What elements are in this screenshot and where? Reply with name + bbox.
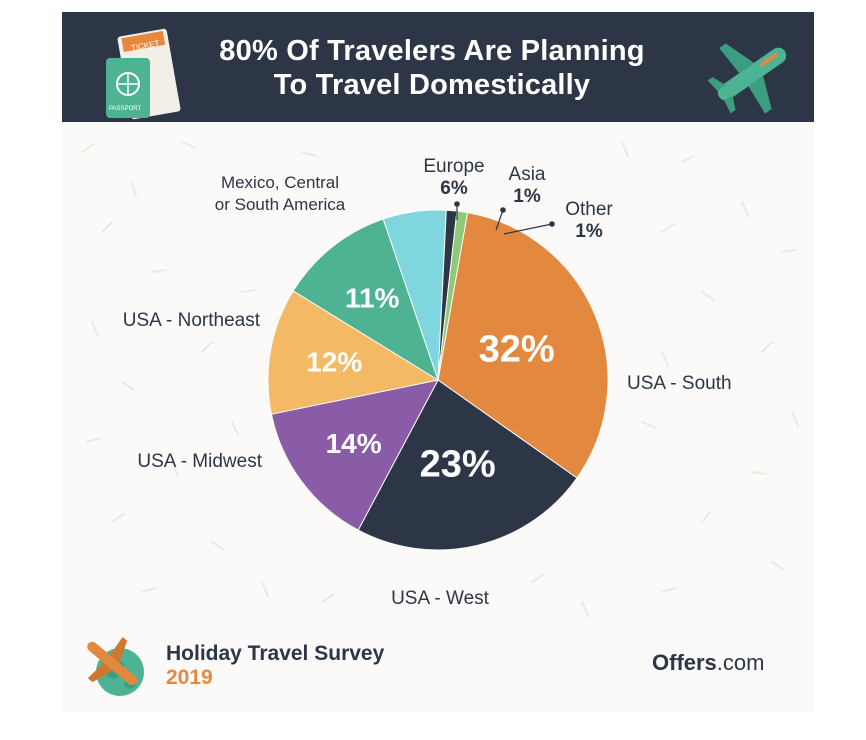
- title-line-2: To Travel Domestically: [273, 69, 591, 101]
- header-banner: TICKET PASSPORT 80% Of Travelers Are Pla…: [62, 12, 814, 122]
- background-pattern: [81, 141, 799, 617]
- label-other-pct: 1%: [575, 221, 603, 242]
- outside-labels: USA - South USA - West USA - Midwest USA…: [123, 156, 732, 609]
- label-europe-pct: 6%: [440, 178, 468, 199]
- pie-slice-mexico-central-or-south-america: [292, 218, 439, 382]
- leader-dot-europe: [454, 201, 460, 207]
- leader-line-other: [503, 223, 553, 235]
- leader-lines: [454, 201, 555, 235]
- label-europe: Europe: [423, 156, 484, 177]
- ticket-passport-icon: TICKET PASSPORT: [106, 28, 181, 120]
- brand-name: Offers: [652, 650, 717, 675]
- footer-survey-year: 2019: [166, 666, 213, 689]
- pie-percent-mexico-central-or-south-america: 11%: [345, 283, 400, 314]
- label-usa-south: USA - South: [627, 373, 732, 394]
- label-asia: Asia: [509, 164, 546, 185]
- infographic-card: TICKET PASSPORT 80% Of Travelers Are Pla…: [62, 12, 814, 712]
- leader-line-asia: [495, 209, 504, 231]
- airplane-icon: [707, 43, 787, 114]
- label-usa-west: USA - West: [391, 588, 490, 609]
- pie-slice-usa-south: [437, 212, 609, 479]
- pie-percent-usa-northeast: 12%: [306, 347, 362, 378]
- globe-airplane-icon: [87, 636, 144, 696]
- brand-tld: .com: [716, 650, 765, 675]
- pie-percent-usa-south: 32%: [479, 329, 555, 371]
- pie-percent-usa-west: 23%: [420, 444, 496, 486]
- passport-label: PASSPORT: [109, 106, 141, 112]
- label-usa-midwest: USA - Midwest: [137, 451, 262, 472]
- label-asia-pct: 1%: [513, 186, 541, 207]
- pie-slice-usa-west: [357, 379, 578, 551]
- label-other: Other: [565, 199, 613, 220]
- pie-slices: [267, 209, 609, 551]
- leader-dot-other: [549, 221, 555, 227]
- pie-slice-usa-northeast: [267, 290, 440, 415]
- title-line-1: 80% Of Travelers Are Planning: [219, 35, 645, 67]
- pie-chart: 32% 23% 14% 12% 11% USA - South USA - West U…: [123, 156, 732, 609]
- brand-logo: Offers.com: [652, 650, 764, 676]
- leader-dot-asia: [500, 207, 506, 213]
- pie-percent-usa-midwest: 14%: [326, 428, 382, 459]
- page-title: 80% Of Travelers Are Planning To Travel …: [182, 34, 682, 102]
- label-mexico-line: Mexico, Central or South America: [215, 173, 346, 214]
- pie-percent-labels: 32% 23% 14% 12% 11%: [306, 283, 554, 486]
- footer-survey-title: Holiday Travel Survey: [166, 642, 385, 665]
- label-usa-northeast: USA - Northeast: [123, 310, 261, 331]
- pie-slice-usa-midwest: [270, 379, 439, 531]
